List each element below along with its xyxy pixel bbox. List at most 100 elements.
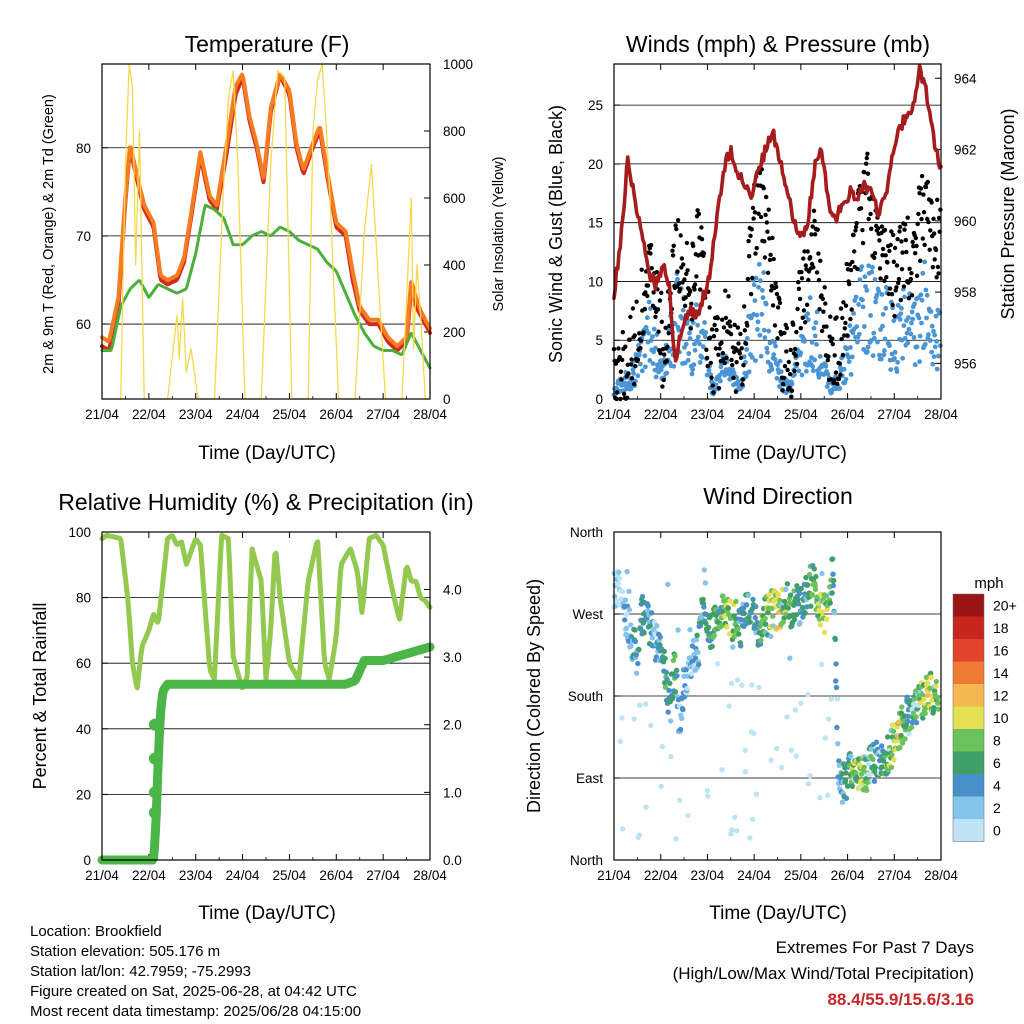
wind-point (628, 379, 633, 385)
y2-tick-label: 3.0 (443, 650, 462, 665)
gust-point (838, 372, 843, 377)
gust-point (781, 382, 786, 387)
direction-point (615, 581, 622, 587)
gust-point (818, 258, 823, 263)
gust-point (862, 170, 867, 175)
direction-point (899, 740, 906, 746)
gust-point (851, 232, 856, 238)
gust-point (816, 251, 821, 256)
gust-point (932, 257, 937, 262)
direction-point (643, 701, 649, 707)
gust-point (908, 276, 913, 282)
gust-point (872, 255, 877, 260)
gust-point (762, 239, 767, 244)
gust-point (906, 296, 912, 301)
direction-point (831, 577, 837, 584)
gust-point (787, 371, 793, 377)
temperature-ylabel-left: 2m & 9m T (Red, Orange) & 2m Td (Green) (41, 94, 57, 374)
wind-point (875, 339, 880, 345)
wind-point (902, 294, 907, 300)
direction-point (785, 605, 791, 611)
gust-point (782, 330, 787, 336)
gust-point (864, 161, 869, 166)
wind-point (690, 367, 695, 372)
direction-point (672, 653, 678, 659)
direction-point (749, 682, 755, 688)
gust-point (745, 323, 750, 328)
direction-point (720, 608, 726, 614)
wind-point (892, 356, 897, 361)
gust-point (761, 186, 766, 191)
wind-point (758, 278, 763, 284)
gust-point (811, 265, 816, 270)
direction-point (734, 828, 740, 834)
wind-point (897, 317, 903, 322)
extremes-box: Extremes For Past 7 Days (High/Low/Max W… (673, 935, 974, 1013)
gust-point (845, 333, 850, 338)
wind-point (763, 301, 769, 307)
gust-point (630, 376, 635, 381)
direction-point (622, 597, 629, 603)
x-tick-label: 24/04 (737, 868, 771, 883)
direction-point (649, 635, 656, 641)
wind-point (749, 355, 755, 360)
wind-point (816, 374, 822, 380)
direction-point (830, 582, 836, 589)
direction-point (824, 606, 830, 613)
gust-point (752, 210, 758, 215)
direction-point (673, 836, 679, 842)
legend-swatch (953, 751, 984, 774)
direction-point (899, 704, 905, 710)
direction-point (694, 632, 700, 638)
direction-point (831, 610, 838, 616)
direction-point (804, 604, 810, 610)
direction-point (745, 592, 751, 599)
gust-point (882, 278, 887, 283)
legend-swatch (953, 616, 984, 639)
direction-point (804, 582, 811, 588)
wind-point (658, 367, 664, 373)
wind-point (824, 384, 830, 390)
direction-point (667, 680, 673, 686)
gust-point (823, 301, 828, 306)
direction-point (705, 793, 711, 799)
direction-point (819, 609, 825, 615)
direction-point (711, 632, 717, 639)
gust-point (620, 357, 625, 363)
direction-title: Wind Direction (703, 483, 853, 509)
direction-point (639, 593, 646, 600)
direction-point (839, 799, 846, 805)
gust-point (916, 211, 921, 217)
gust-point (679, 256, 685, 261)
y-tick-label: East (576, 771, 603, 786)
direction-point (750, 596, 756, 603)
gust-point (892, 313, 897, 319)
gust-point (936, 271, 941, 276)
direction-point (619, 588, 625, 595)
wind-point (777, 358, 783, 364)
wind-point (785, 379, 790, 384)
wind-point (766, 328, 772, 334)
gust-point (618, 369, 624, 374)
direction-point (741, 610, 747, 617)
gust-point (708, 335, 713, 340)
wind-point (813, 320, 819, 325)
gust-point (670, 253, 676, 258)
gust-point (740, 377, 746, 382)
direction-point (616, 569, 622, 575)
wind-point (864, 288, 870, 293)
wind-point (895, 359, 900, 365)
direction-point (725, 605, 732, 611)
gust-point (743, 341, 749, 346)
wind-point (911, 335, 917, 340)
y2-tick-label: 0.0 (443, 853, 462, 868)
wind-point (917, 359, 922, 364)
wind-point (653, 374, 659, 380)
gust-point (732, 322, 737, 328)
direction-point (928, 674, 934, 680)
y-tick-label: 15 (588, 216, 603, 231)
wind-point (683, 341, 689, 347)
x-tick-label: 28/04 (413, 407, 447, 422)
gust-point (685, 268, 690, 273)
